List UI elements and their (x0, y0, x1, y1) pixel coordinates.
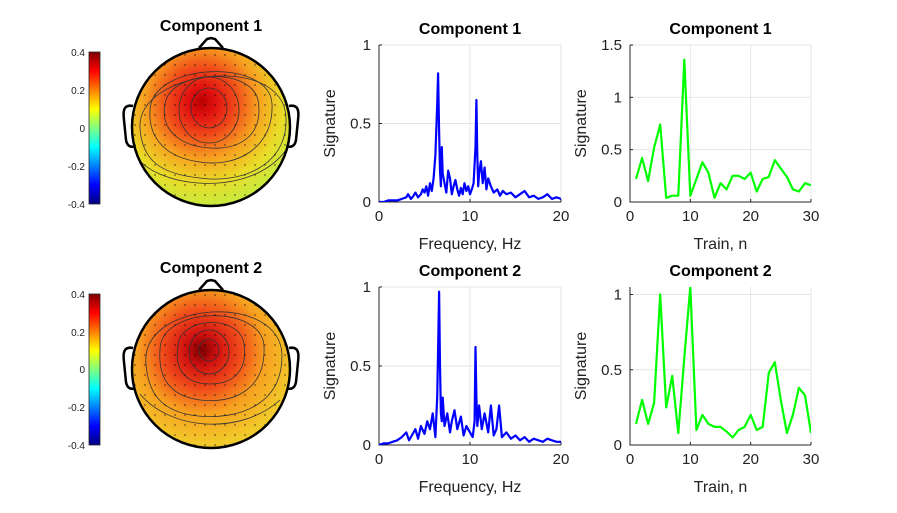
spectrum-1-title: Component 1 (419, 21, 521, 38)
spectrum-1-y-tick-label: 0 (363, 194, 371, 211)
spectrum-2-title: Component 2 (419, 263, 521, 280)
train-2-x-tick-label: 10 (682, 451, 699, 468)
train-2-y-tick-label: 1 (614, 287, 622, 304)
right-ear-1 (286, 104, 300, 148)
train-1-x-label: Train, n (694, 236, 748, 253)
train-plot-1: 0 10 20 30 0 0.5 1 1.5 Component 1 Train, n Signat… (573, 21, 819, 253)
train-1-y-tick-label: 0.5 (601, 142, 622, 159)
colorbar-2-tick: -0.4 (68, 441, 86, 452)
train-1-title: Component 1 (669, 21, 771, 38)
head-2 (122, 278, 300, 450)
left-ear-2 (122, 346, 136, 390)
spectrum-1-x-tick-label: 20 (553, 208, 570, 225)
train-2-x-tick-label: 30 (803, 451, 820, 468)
spectrum-2-series-line (379, 290, 561, 445)
train-2-x-label: Train, n (694, 479, 748, 496)
right-ear-2 (286, 346, 300, 390)
train-1-series-line (634, 58, 811, 199)
spectrum-2-y-tick-label: 1 (363, 279, 371, 296)
topoplot-2-title: Component 2 (160, 260, 262, 277)
colorbar-2-tick: 0.2 (71, 328, 85, 339)
train-1-x-tick-label: 10 (682, 208, 699, 225)
spectrum-1-y-tick-label: 1 (363, 37, 371, 54)
spectrum-1-x-tick-label: 10 (462, 208, 479, 225)
colorbar-1-tick: -0.4 (68, 200, 86, 211)
colorbar-1-scale (88, 51, 101, 205)
head-1 (122, 36, 300, 208)
spectrum-plot-1: 0 10 20 0 0.5 1 Component 1 Frequency, Hz Signat… (322, 21, 569, 253)
train-2-title: Component 2 (669, 263, 771, 280)
spectrum-2-x-tick-label: 20 (553, 451, 570, 468)
spectrum-2-y-label: Signature (322, 332, 339, 401)
train-1-y-tick-label: 0 (614, 194, 622, 211)
colorbar-2-tick: 0.4 (71, 290, 85, 301)
head-outline-2 (130, 288, 292, 450)
colorbar-1-tick: 0.2 (71, 86, 85, 97)
spectrum-2-x-label: Frequency, Hz (419, 479, 522, 496)
topoplot-1-title: Component 1 (160, 18, 262, 35)
electrodes-2 (132, 290, 290, 448)
nose-2 (198, 278, 224, 291)
colorbar-1-tick: -0.2 (68, 162, 86, 173)
nose-1 (198, 36, 224, 49)
spectrum-1-y-label: Signature (322, 89, 339, 158)
train-2-y-label: Signature (573, 332, 590, 401)
train-1-y-tick-label: 1 (614, 89, 622, 106)
left-ear-1 (122, 104, 136, 148)
train-1-y-label: Signature (573, 89, 590, 158)
colorbar-1-tick: 0 (79, 124, 85, 135)
spectrum-1-x-label: Frequency, Hz (419, 236, 522, 253)
train-1-axes (629, 45, 811, 203)
spectrum-1-series-line (379, 72, 561, 202)
electrodes-1 (132, 48, 290, 206)
spectrum-2-x-tick-label: 10 (462, 451, 479, 468)
colorbar-2-tick: 0 (79, 365, 85, 376)
train-2-x-tick-label: 20 (742, 451, 759, 468)
spectrum-2-x-tick-label: 0 (375, 451, 383, 468)
colorbar-2-scale (88, 293, 101, 446)
train-1-x-tick-label: 20 (742, 208, 759, 225)
topoplot-2: Component 2 0.4 0.2 0 -0.2 -0.4 (68, 260, 300, 452)
train-1-y-tick-label: 1.5 (601, 37, 622, 54)
spectrum-1-x-tick-label: 0 (375, 208, 383, 225)
spectrum-plot-2: 0 10 20 0 0.5 1 Component 2 Frequency, Hz Signat… (322, 263, 569, 496)
train-2-x-tick-label: 0 (626, 451, 634, 468)
train-2-y-tick-label: 0.5 (601, 362, 622, 379)
colorbar-1-tick: 0.4 (71, 48, 85, 59)
train-2-series-line (634, 287, 811, 439)
topoplot-1: Component 1 0.4 0.2 0 -0.2 -0.4 (68, 18, 300, 211)
spectrum-1-y-tick-label: 0.5 (350, 116, 371, 133)
train-plot-2: 0 10 20 30 0 0.5 1 Component 2 Train, n Signature (573, 263, 819, 496)
train-2-y-tick-label: 0 (614, 437, 622, 454)
spectrum-2-y-tick-label: 0 (363, 437, 371, 454)
train-1-x-tick-label: 0 (626, 208, 634, 225)
colorbar-1: 0.4 0.2 0 -0.2 -0.4 (68, 48, 101, 211)
spectrum-2-y-tick-label: 0.5 (350, 358, 371, 375)
colorbar-2: 0.4 0.2 0 -0.2 -0.4 (68, 290, 101, 452)
train-1-x-tick-label: 30 (803, 208, 820, 225)
head-outline-1 (130, 46, 292, 208)
colorbar-2-tick: -0.2 (68, 403, 86, 414)
